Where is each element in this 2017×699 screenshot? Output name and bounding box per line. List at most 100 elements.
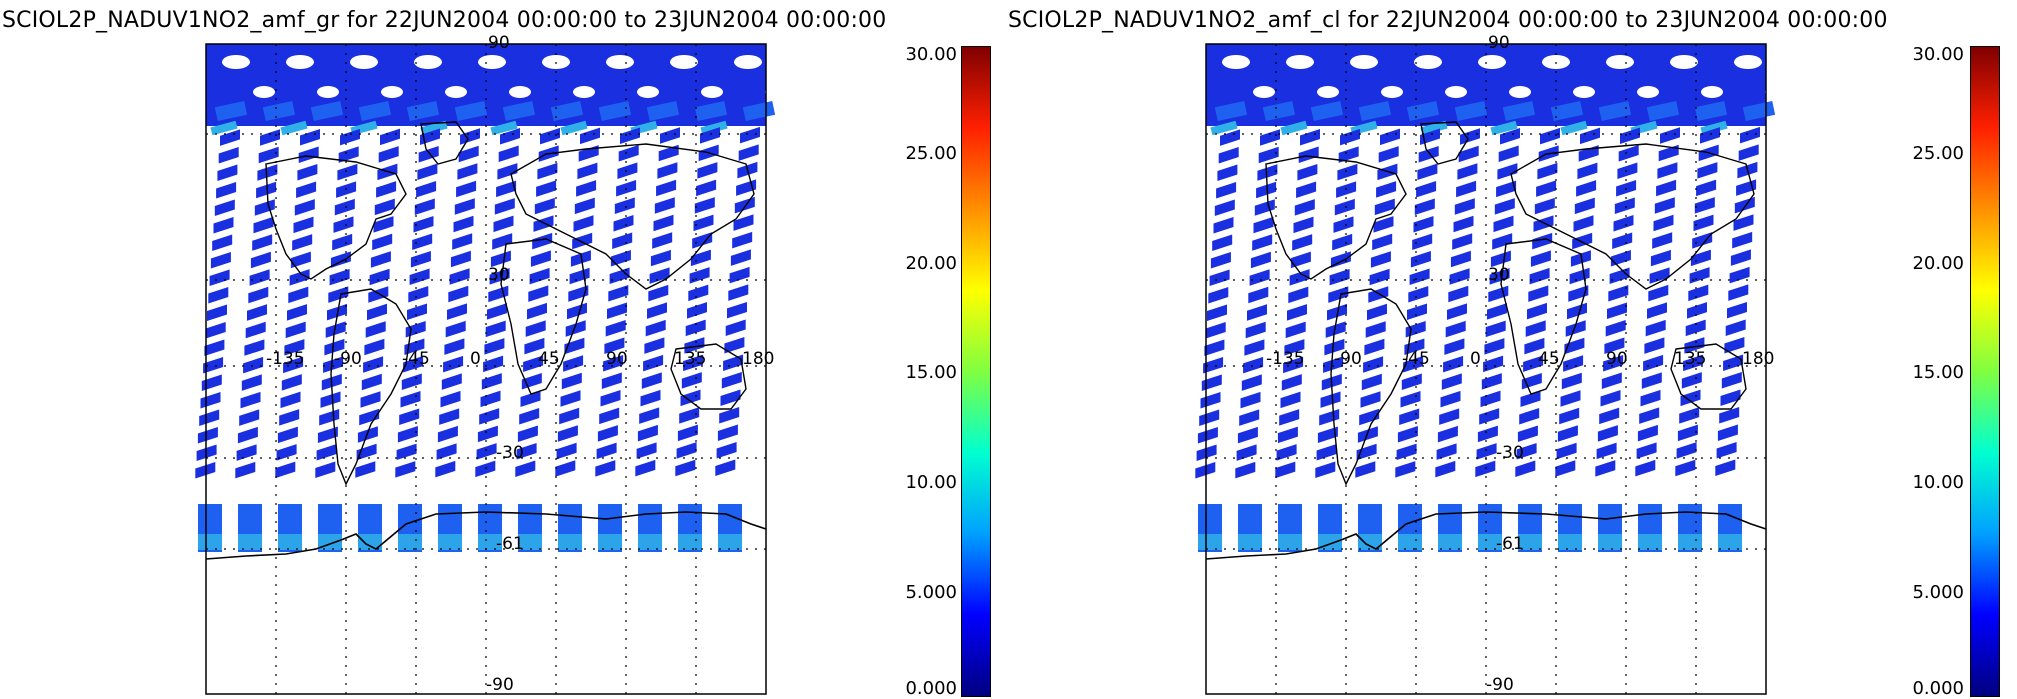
swath-segment (404, 338, 425, 356)
latitude-label: 90 (488, 33, 510, 53)
swath-segment (324, 338, 345, 356)
swath-segment (1654, 197, 1675, 214)
swath-segment (277, 426, 298, 444)
swath-segment (369, 268, 390, 286)
swath-segment (740, 126, 760, 144)
swath-segment (1203, 357, 1224, 374)
swath-segment (533, 215, 554, 232)
swath-segment (1656, 179, 1677, 197)
swath-segment (490, 250, 511, 268)
swath-segment (440, 390, 461, 408)
swath-segment (694, 101, 728, 121)
longitude-label: 90 (1606, 349, 1628, 369)
swath-segment (1204, 339, 1225, 357)
swath-segment (1644, 337, 1665, 354)
swath-segment (410, 250, 431, 268)
swath-segment (441, 373, 462, 390)
latitude-label: -61 (1496, 534, 1524, 554)
swath-segment (460, 128, 480, 145)
gap-mark (1701, 86, 1723, 98)
swath-segment (618, 144, 639, 162)
swath-segment (300, 129, 320, 146)
swath-segment (1378, 146, 1399, 163)
swath-segment (1688, 284, 1709, 302)
swath-segment (1479, 408, 1500, 425)
swath-segment (1258, 146, 1279, 164)
swath-segment (649, 267, 670, 284)
swath-segment (497, 163, 518, 180)
swath-segment (1201, 374, 1222, 392)
swath-segment (519, 407, 540, 425)
swath-segment (1216, 181, 1237, 199)
swath-segment (444, 338, 465, 355)
swath-segment (214, 101, 248, 121)
swath-segment (1692, 232, 1713, 249)
gap-mark (701, 86, 723, 98)
swath-segment (517, 425, 538, 442)
swath-segment (1454, 198, 1475, 215)
swath-segment (1738, 144, 1759, 161)
colorbar-tick-label: 15.00 (1912, 362, 1964, 383)
coastline (670, 343, 747, 410)
swath-segment (1560, 120, 1588, 136)
swath-segment (1645, 319, 1666, 337)
swath-segment (1639, 407, 1660, 424)
swath-segment (1327, 303, 1347, 321)
swath-segment (479, 408, 500, 425)
swath-segment (654, 197, 675, 214)
swath-segment (1715, 459, 1736, 476)
swath-segment (439, 408, 460, 425)
swath-segment (1612, 232, 1633, 250)
swath-segment (244, 339, 265, 356)
swath-segment (323, 356, 344, 373)
swath-segment (1550, 101, 1584, 121)
coastline (1510, 143, 1755, 290)
swath-segment (1416, 180, 1437, 198)
swath-segment (337, 163, 358, 181)
swath-segment (356, 443, 377, 461)
swath-segment (1435, 460, 1456, 478)
swath-segment (720, 389, 741, 406)
swath-segment (640, 389, 661, 407)
swath-segment (1598, 534, 1622, 550)
swath-segment (500, 128, 520, 145)
swath-segment (527, 302, 547, 320)
swath-segment (1237, 426, 1258, 444)
swath-segment (1573, 215, 1594, 232)
swath-segment (658, 144, 679, 162)
swath-segment (1253, 216, 1274, 234)
colorbar-tick-label: 10.00 (1912, 472, 1964, 493)
swath-segment (236, 444, 257, 461)
swath-segment (1238, 534, 1262, 550)
swath-segment (635, 459, 656, 477)
swath-segment (458, 145, 479, 163)
swath-segment (1283, 356, 1304, 374)
swath-segment (565, 320, 586, 337)
swath-segment (1395, 461, 1416, 478)
swath-segment (199, 409, 220, 427)
longitude-label: 180 (1742, 349, 1774, 369)
gap-mark (478, 55, 506, 69)
swath-segment (595, 460, 616, 477)
swath-segment (1420, 120, 1448, 136)
swath-segment (355, 461, 376, 478)
swath-segment (1403, 356, 1424, 373)
swath-segment (1516, 442, 1537, 460)
swath-segment (679, 407, 700, 424)
gap-mark (1509, 86, 1531, 98)
swath-segment (1407, 303, 1427, 321)
swath-segment (380, 128, 400, 146)
swath-segment (1675, 459, 1696, 477)
swath-segment (217, 164, 238, 181)
swath-segment (1498, 145, 1519, 163)
swath-segment (732, 231, 753, 249)
coastline (1330, 288, 1412, 486)
swath-segment (445, 320, 466, 338)
swath-segment (408, 286, 429, 303)
swath-segment (1732, 231, 1753, 249)
swath-segment (1492, 233, 1513, 250)
swath-segment (1363, 356, 1384, 373)
swath-segment (518, 534, 542, 550)
swath-segment (248, 286, 269, 304)
swath-segment (1725, 319, 1746, 336)
